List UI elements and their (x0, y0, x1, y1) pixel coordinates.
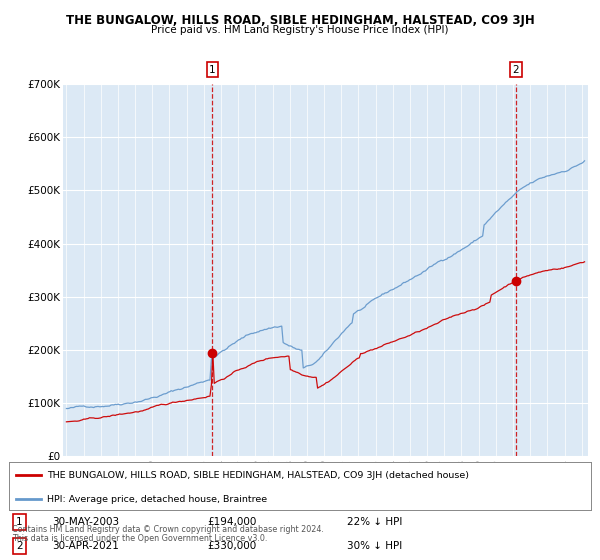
Text: 2: 2 (16, 541, 23, 551)
Text: 30-APR-2021: 30-APR-2021 (53, 541, 119, 551)
Text: 2: 2 (512, 65, 519, 74)
Text: THE BUNGALOW, HILLS ROAD, SIBLE HEDINGHAM, HALSTEAD, CO9 3JH (detached house): THE BUNGALOW, HILLS ROAD, SIBLE HEDINGHA… (47, 471, 469, 480)
Text: 1: 1 (16, 517, 23, 527)
Text: 1: 1 (209, 65, 216, 74)
Text: £194,000: £194,000 (207, 517, 256, 527)
Text: THE BUNGALOW, HILLS ROAD, SIBLE HEDINGHAM, HALSTEAD, CO9 3JH: THE BUNGALOW, HILLS ROAD, SIBLE HEDINGHA… (65, 14, 535, 27)
Text: Contains HM Land Registry data © Crown copyright and database right 2024.: Contains HM Land Registry data © Crown c… (12, 525, 324, 534)
Text: 22% ↓ HPI: 22% ↓ HPI (347, 517, 402, 527)
Text: Price paid vs. HM Land Registry's House Price Index (HPI): Price paid vs. HM Land Registry's House … (151, 25, 449, 35)
Text: This data is licensed under the Open Government Licence v3.0.: This data is licensed under the Open Gov… (12, 534, 268, 543)
Text: £330,000: £330,000 (207, 541, 256, 551)
Text: 30% ↓ HPI: 30% ↓ HPI (347, 541, 402, 551)
Text: 30-MAY-2003: 30-MAY-2003 (53, 517, 120, 527)
Text: HPI: Average price, detached house, Braintree: HPI: Average price, detached house, Brai… (47, 494, 267, 503)
